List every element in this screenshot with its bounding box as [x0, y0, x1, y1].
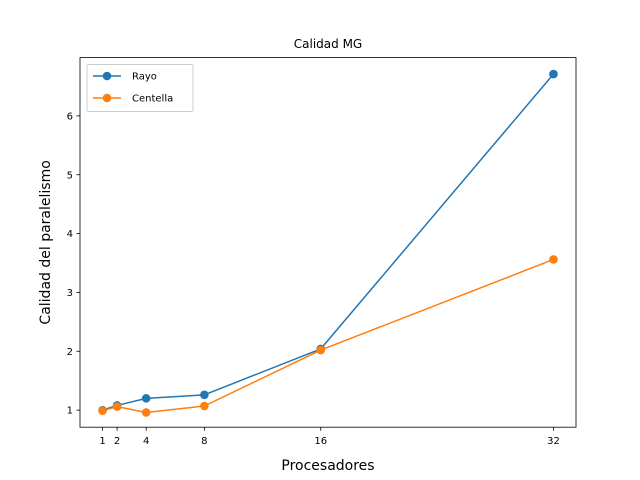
- data-point-centella: [112, 402, 122, 411]
- data-point-centella: [98, 406, 107, 416]
- y-tick-label: 6: [67, 111, 73, 122]
- x-axis-label: Procesadores: [281, 458, 374, 474]
- series-line-centella: [102, 258, 554, 414]
- x-tick-label: 16: [314, 436, 327, 447]
- data-point-rayo: [200, 390, 209, 400]
- data-point-centella: [549, 255, 558, 264]
- y-tick-label: 2: [67, 347, 73, 358]
- y-tick-label: 3: [67, 288, 73, 299]
- y-tick-label: 1: [67, 406, 73, 417]
- series-line-rayo: [102, 73, 555, 411]
- x-tick-label: 4: [143, 436, 149, 447]
- x-tick-label: 2: [114, 436, 120, 447]
- legend-marker-rayo: [102, 71, 112, 81]
- legend-marker-centella: [102, 93, 112, 103]
- data-point-centella: [141, 408, 151, 417]
- data-point-centella: [200, 401, 209, 411]
- legend-label-centella: Centella: [132, 94, 173, 105]
- data-point-rayo: [549, 69, 558, 79]
- y-tick-label: 5: [67, 170, 73, 181]
- data-point-rayo: [141, 394, 151, 403]
- y-tick-label: 4: [67, 229, 73, 240]
- chart-title: Calidad MG: [294, 37, 362, 51]
- legend: Rayo Centella: [86, 64, 194, 112]
- x-tick-label: 8: [201, 436, 207, 447]
- x-tick-label: 1: [99, 436, 105, 447]
- y-axis-label: Calidad del paralelismo: [38, 160, 54, 324]
- legend-label-rayo: Rayo: [132, 72, 157, 83]
- x-tick-label: 32: [547, 436, 560, 447]
- plot-area-frame: [79, 57, 577, 428]
- data-point-centella: [316, 345, 326, 355]
